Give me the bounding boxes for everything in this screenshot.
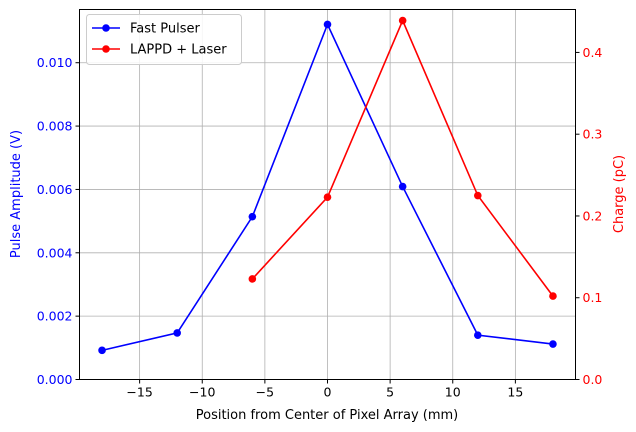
right-axis-label: Charge (pC) bbox=[612, 155, 627, 233]
left-tick-label: 0.008 bbox=[37, 119, 73, 134]
x-tick-label: −10 bbox=[189, 385, 215, 400]
right-tick-label: 0.0 bbox=[583, 372, 603, 387]
data-point bbox=[323, 20, 332, 29]
right-tick-label: 0.2 bbox=[583, 208, 603, 223]
right-tick-label: 0.3 bbox=[583, 127, 603, 142]
data-point bbox=[98, 346, 106, 355]
x-tick-label: 10 bbox=[445, 385, 461, 400]
left-tick-label: 0.000 bbox=[37, 372, 73, 387]
data-point bbox=[474, 331, 482, 339]
x-axis-label: Position from Center of Pixel Array (mm) bbox=[196, 408, 459, 423]
left-tick-label: 0.010 bbox=[37, 55, 73, 70]
left-axis-ticks: 0.000 0.002 0.004 0.006 0.008 0.010 bbox=[37, 55, 80, 387]
legend-label-lappd-laser: LAPPD + Laser bbox=[130, 43, 227, 58]
right-tick-label: 0.4 bbox=[583, 45, 603, 60]
data-point bbox=[398, 16, 407, 25]
legend-marker-lappd-laser bbox=[102, 45, 110, 53]
right-tick-label: 0.1 bbox=[583, 290, 603, 305]
legend-box bbox=[86, 14, 242, 65]
legend-marker-fast-pulser bbox=[102, 24, 110, 32]
x-tick-label: 0 bbox=[324, 385, 332, 400]
legend: Fast Pulser LAPPD + Laser bbox=[86, 14, 242, 65]
fast-pulser-series bbox=[98, 20, 557, 355]
data-point bbox=[549, 292, 557, 300]
x-tick-label: 15 bbox=[507, 385, 523, 400]
left-tick-label: 0.002 bbox=[37, 309, 73, 324]
x-tick-label: −15 bbox=[126, 385, 152, 400]
series-line bbox=[251, 18, 554, 297]
x-tick-label: −5 bbox=[256, 385, 274, 400]
grid-lines bbox=[79, 9, 576, 380]
data-point bbox=[549, 340, 557, 348]
legend-label-fast-pulser: Fast Pulser bbox=[130, 22, 200, 37]
right-axis-ticks: 0.0 0.1 0.2 0.3 0.4 bbox=[575, 45, 603, 387]
data-point bbox=[398, 182, 407, 191]
data-point bbox=[323, 193, 332, 201]
data-point bbox=[248, 212, 257, 221]
x-axis-ticks: −15 −10 −5 0 5 10 15 bbox=[126, 379, 523, 400]
left-axis-label: Pulse Amplitude (V) bbox=[9, 130, 24, 258]
lappd-laser-series bbox=[248, 16, 557, 300]
x-tick-label: 5 bbox=[386, 385, 394, 400]
data-point bbox=[474, 191, 482, 200]
data-point bbox=[173, 329, 181, 337]
left-tick-label: 0.004 bbox=[37, 245, 73, 260]
data-point bbox=[248, 275, 257, 283]
left-tick-label: 0.006 bbox=[37, 182, 73, 197]
